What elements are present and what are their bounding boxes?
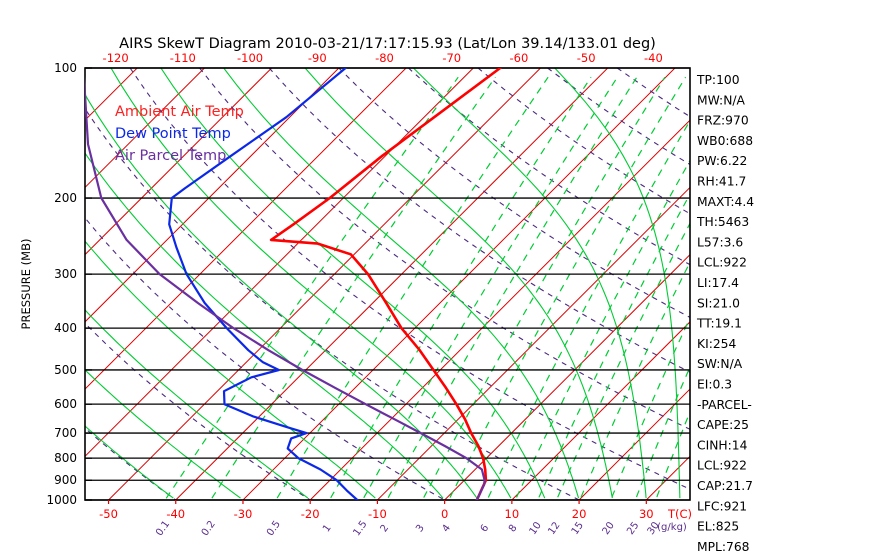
pressure-tick-label: 700 (54, 426, 77, 440)
legend-item-air-parcel-temp: Air Parcel Temp (115, 148, 226, 164)
panel-parcel-value: MPL:768 (697, 540, 750, 554)
panel-parcel-value: CINH:14 (697, 438, 748, 452)
pressure-tick-label: 600 (54, 397, 77, 411)
panel-parcel-value: EL:825 (697, 520, 739, 534)
panel-index-value: RH:41.7 (697, 175, 746, 189)
data-series (85, 68, 502, 500)
top-temp-tick-label: -50 (577, 51, 596, 65)
panel-index-value: MAXT:4.4 (697, 195, 754, 209)
bottom-temp-tick-label: -40 (166, 507, 185, 521)
pressure-tick-label: 500 (54, 363, 77, 377)
pressure-axis-title: PRESSURE (MB) (19, 239, 33, 330)
legend-item-dew-point-temp: Dew Point Temp (115, 126, 231, 142)
mixing-ratio-lines (164, 76, 690, 500)
bottom-temp-tick-label: -30 (234, 507, 253, 521)
pressure-tick-label: 400 (54, 321, 77, 335)
top-temp-tick-label: -60 (510, 51, 529, 65)
panel-index-value: TH:5463 (696, 215, 749, 229)
legend: Ambient Air Temp Dew Point Temp Air Parcel… (115, 104, 244, 164)
mixing-ratio-tick-label: 2 (379, 523, 392, 535)
top-temp-tick-label: -80 (375, 51, 394, 65)
panel-index-value: LI:17.4 (697, 276, 739, 290)
bottom-temp-tick-label: 0 (441, 507, 448, 521)
panel-parcel-value: LFC:921 (697, 499, 747, 513)
panel-index-value: LCL:922 (697, 256, 747, 270)
panel-index-value: TT:19.1 (696, 317, 742, 331)
pressure-axis: 100 200 300 400 500 600 700 800 900 1000 PRESSURE … (19, 61, 92, 507)
top-temp-tick-label: -100 (237, 51, 263, 65)
series-air-parcel-temp (85, 76, 486, 500)
chart-title: AIRS SkewT Diagram 2010-03-21/17:17:15.9… (119, 36, 656, 52)
top-temperature-axis: -120 -110 -100 -90 -80 -70 -60 -50 -40 (103, 51, 663, 65)
mixing-ratio-axis-label: (g/kg) (657, 522, 687, 533)
series-dew-point-temp (168, 68, 359, 500)
bottom-temp-tick-label: 10 (505, 507, 520, 521)
panel-index-value: SW:N/A (697, 357, 743, 371)
panel-parcel-value: LCL:922 (697, 459, 747, 473)
panel-parcel-value: CAP:21.7 (697, 479, 753, 493)
panel-parcel-value: CAPE:25 (697, 418, 749, 432)
pressure-tick-label: 800 (54, 451, 77, 465)
mixing-ratio-tick-label: 8 (507, 523, 520, 535)
bottom-temp-tick-label: -10 (368, 507, 387, 521)
pressure-tick-label: 300 (54, 267, 77, 281)
index-panel: TP:100 MW:N/A FRZ:970 WB0:688 PW:6.22 RH:41.7… (696, 73, 754, 554)
top-temp-tick-label: -40 (644, 51, 663, 65)
temp-axis-label: T(C) (667, 507, 692, 521)
bottom-temp-tick-label: -50 (99, 507, 118, 521)
panel-index-value: WB0:688 (697, 134, 753, 148)
top-temp-tick-label: -120 (103, 51, 129, 65)
panel-index-value: PW:6.22 (697, 154, 747, 168)
panel-parcel-header: -PARCEL- (697, 398, 752, 412)
pressure-tick-label: 100 (54, 61, 77, 75)
panel-index-value: TP:100 (696, 73, 740, 87)
mixing-ratio-tick-label: 4 (440, 523, 453, 535)
bottom-temp-tick-label: -20 (301, 507, 320, 521)
panel-index-value: KI:254 (697, 337, 736, 351)
pressure-tick-label: 1000 (46, 493, 77, 507)
bottom-temp-tick-label: 30 (639, 507, 654, 521)
pressure-tick-label: 900 (54, 473, 77, 487)
mixing-ratio-tick-label: 3 (414, 523, 427, 535)
mixing-ratio-tick-label: 6 (479, 523, 492, 535)
panel-index-value: FRZ:970 (697, 114, 749, 128)
panel-index-value: SI:21.0 (697, 296, 740, 310)
series-ambient-air-temp (269, 68, 502, 500)
panel-index-value: EI:0.3 (697, 378, 732, 392)
pressure-tick-label: 200 (54, 191, 77, 205)
top-temp-tick-label: -70 (442, 51, 461, 65)
top-temp-tick-label: -110 (170, 51, 196, 65)
legend-item-ambient-air-temp: Ambient Air Temp (115, 104, 244, 120)
panel-index-value: L57:3.6 (697, 235, 743, 249)
top-temp-tick-label: -90 (308, 51, 327, 65)
mixing-ratio-tick-label: 1 (321, 523, 334, 535)
plot-frame (84, 67, 691, 501)
bottom-temperature-axis: -50 -40 -30 -20 -10 0 10 20 30 T(C) (99, 500, 692, 521)
bottom-temp-tick-label: 20 (572, 507, 587, 521)
panel-index-value: MW:N/A (697, 93, 746, 107)
page-title: AIRS SkewT Diagram 2010-03-21/17:17:15.9… (119, 36, 656, 52)
